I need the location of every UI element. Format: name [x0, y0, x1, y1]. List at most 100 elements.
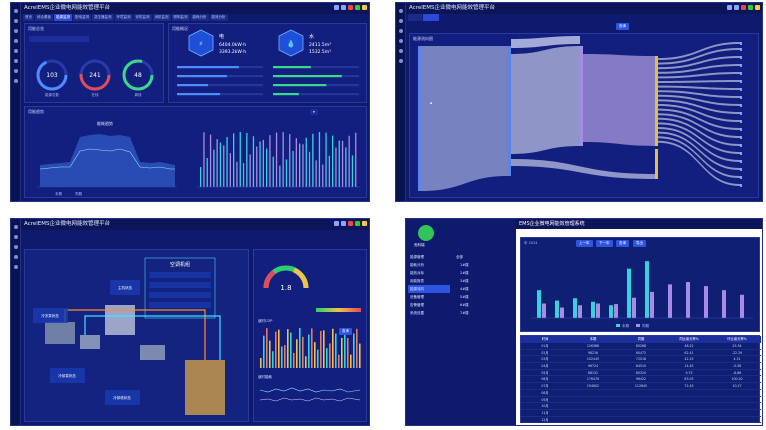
period-select[interactable]: ▾: [310, 109, 318, 115]
bar: [219, 142, 222, 187]
gear-icon[interactable]: [13, 59, 18, 63]
tab-item[interactable]: 变压器监测: [92, 14, 114, 21]
prev-year-button[interactable]: 上一年: [576, 240, 593, 247]
table-row[interactable]: 09月: [521, 397, 761, 404]
gear-icon[interactable]: [398, 59, 403, 63]
tree-item[interactable]: 全部: [456, 255, 463, 259]
home-icon[interactable]: [398, 19, 403, 23]
tab[interactable]: [408, 14, 423, 21]
warning-icon[interactable]: [362, 221, 367, 226]
nav-item[interactable]: 能效对标: [410, 271, 424, 275]
user-icon[interactable]: [734, 5, 739, 10]
search-icon[interactable]: [727, 5, 732, 10]
table-row[interactable]: 04月 96724 84510 14.45 -5.58: [521, 363, 761, 370]
title-text: AcrelEMS企业微电网能效管理平台: [409, 5, 495, 11]
hvac-monitoring: AcrelEMS企业微电网能效管理平台 空调机组 冷冻泵状态 冷却泵状态 冷却塔…: [10, 218, 370, 426]
water-icon[interactable]: [13, 49, 18, 53]
tree-item[interactable]: 5#楼: [460, 295, 469, 299]
search-icon[interactable]: [334, 221, 339, 226]
list-icon[interactable]: [13, 79, 18, 83]
table-row[interactable]: 11月: [521, 410, 761, 417]
nav-item[interactable]: 系统设置: [410, 311, 424, 315]
table-cell: 96724: [587, 364, 599, 369]
bar: [299, 328, 301, 368]
tab-item[interactable]: 能效分析: [209, 14, 228, 21]
year-field[interactable]: 年 2024: [524, 241, 538, 245]
home-icon[interactable]: [13, 235, 18, 239]
query-button[interactable]: 查询: [339, 328, 352, 335]
bar: [578, 305, 582, 318]
tab-item[interactable]: 能耗分析: [190, 14, 209, 21]
nav-item[interactable]: 告警管理: [410, 303, 424, 307]
bar: [216, 139, 218, 187]
tab-item[interactable]: 环境监测: [114, 14, 133, 21]
table-row[interactable]: 06月 176478 96422 83.03 100.20: [521, 376, 761, 384]
tree-item[interactable]: 7#楼: [460, 311, 469, 315]
chart-icon[interactable]: [13, 29, 18, 33]
menu-icon[interactable]: [13, 225, 18, 229]
table-row[interactable]: 12月: [521, 417, 761, 424]
menu-icon[interactable]: [13, 9, 18, 13]
tree-item[interactable]: 2#楼: [460, 271, 469, 275]
alarm-icon[interactable]: [741, 5, 746, 10]
chart-icon[interactable]: [13, 245, 18, 249]
bar: [285, 159, 288, 187]
bell-icon[interactable]: [13, 69, 18, 73]
status-icon[interactable]: [355, 221, 360, 226]
tree-item[interactable]: 1#楼: [460, 263, 469, 267]
chart-title: 能耗趋势: [97, 120, 113, 126]
tab-item[interactable]: 配电监测: [73, 14, 91, 21]
table-row[interactable]: 03月 102445 72018 42.25 4.31: [521, 356, 761, 364]
table-row[interactable]: 02月 98216 60472 62.41 -22.29: [521, 350, 761, 357]
nav-item[interactable]: 能源流向: [408, 285, 450, 293]
query-button[interactable]: 查询: [616, 240, 629, 247]
tree-item[interactable]: 4#楼: [460, 287, 469, 291]
table-row[interactable]: 01月 126388 85268 48.22 25.34: [521, 343, 761, 350]
chart-icon[interactable]: [398, 29, 403, 33]
water-icon[interactable]: [398, 49, 403, 53]
bar: [323, 330, 325, 368]
tab-active[interactable]: [423, 14, 440, 21]
user-icon[interactable]: [341, 221, 346, 226]
tree-item[interactable]: 3#楼: [460, 279, 469, 283]
table-cell: 98216: [587, 350, 599, 355]
select-field[interactable]: [29, 36, 89, 42]
search-icon[interactable]: [334, 5, 339, 10]
tab-item[interactable]: 照明监测: [171, 14, 190, 21]
table-row[interactable]: 10月: [521, 403, 761, 410]
bolt-icon[interactable]: [13, 39, 18, 43]
next-year-button[interactable]: 下一年: [596, 240, 613, 247]
card-title: 用能趋势: [28, 109, 44, 114]
nav-item[interactable]: 能耗分析: [410, 263, 424, 267]
bar: [206, 158, 208, 187]
warning-icon[interactable]: [362, 5, 367, 10]
export-button[interactable]: 导出: [633, 240, 646, 247]
warning-icon[interactable]: [755, 5, 760, 10]
table-row[interactable]: 08月: [521, 390, 761, 397]
bar: [609, 305, 613, 318]
nav-item[interactable]: 能源管理: [410, 255, 424, 259]
tab-item[interactable]: 综合看板: [35, 14, 53, 21]
tab-item[interactable]: 消防监测: [152, 14, 171, 21]
flow-link: [658, 64, 740, 74]
alarm-icon[interactable]: [348, 221, 353, 226]
tab-item[interactable]: 能源监测: [54, 14, 72, 21]
query-button[interactable]: 查询: [616, 23, 629, 30]
nav-item[interactable]: 设备管理: [410, 295, 424, 299]
home-icon[interactable]: [13, 19, 18, 23]
tab-item[interactable]: 安防监测: [133, 14, 152, 21]
bolt-icon[interactable]: [398, 39, 403, 43]
status-icon[interactable]: [748, 5, 753, 10]
gear-icon[interactable]: [13, 265, 18, 269]
table-cell: 9.75: [685, 370, 693, 375]
status-icon[interactable]: [355, 5, 360, 10]
alarm-icon[interactable]: [348, 5, 353, 10]
tree-item[interactable]: 6#楼: [460, 303, 469, 307]
table-row[interactable]: 07月 194602 112845 72.45 10.27: [521, 383, 761, 390]
menu-icon[interactable]: [398, 9, 403, 13]
nav-item[interactable]: 用能报表: [410, 279, 424, 283]
tab-item[interactable]: 首页: [23, 14, 34, 21]
bolt-icon[interactable]: [13, 255, 18, 259]
user-icon[interactable]: [341, 5, 346, 10]
table-row[interactable]: 05月 88152 80320 9.75 -8.86: [521, 370, 761, 377]
